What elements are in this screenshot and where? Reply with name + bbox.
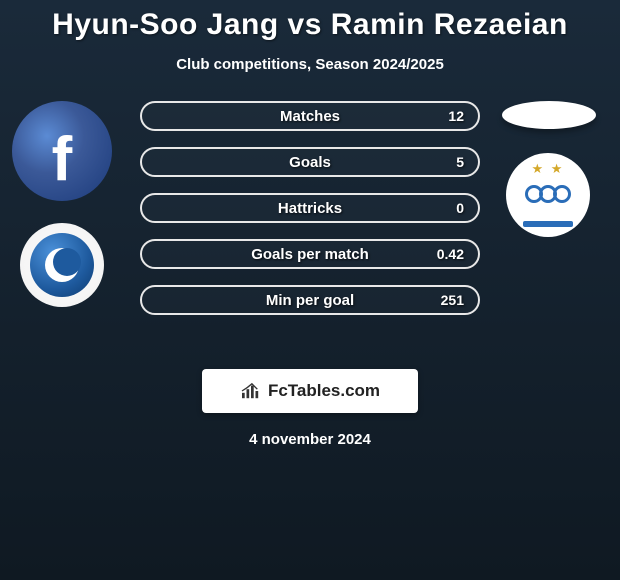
left-player-column: f <box>12 101 122 307</box>
right-player-avatar <box>502 101 596 129</box>
left-player-avatar: f <box>12 101 112 201</box>
brand-text: FcTables.com <box>268 381 380 401</box>
stars-icon: ★ ★ <box>532 161 565 177</box>
rings-icon <box>527 185 569 203</box>
crescent-icon <box>45 248 79 282</box>
right-player-column: ★ ★ <box>498 101 608 237</box>
right-club-badge: ★ ★ <box>506 153 590 237</box>
stat-value: 5 <box>456 154 464 170</box>
stat-label: Min per goal <box>266 292 354 309</box>
stat-value: 12 <box>448 108 464 124</box>
stat-label: Matches <box>280 108 340 125</box>
hilal-crest-icon <box>30 233 94 297</box>
stat-row-mpg: Min per goal 251 <box>140 285 480 315</box>
stat-row-gpm: Goals per match 0.42 <box>140 239 480 269</box>
stat-row-goals: Goals 5 <box>140 147 480 177</box>
stat-label: Goals per match <box>251 246 369 263</box>
stat-row-matches: Matches 12 <box>140 101 480 131</box>
brand-logo-box[interactable]: FcTables.com <box>202 369 418 413</box>
chart-icon <box>240 382 262 400</box>
stat-bars-container: Matches 12 Goals 5 Hattricks 0 Goals per… <box>140 101 480 331</box>
stat-value: 251 <box>441 292 464 308</box>
facebook-icon: f <box>52 124 73 195</box>
comparison-title: Hyun-Soo Jang vs Ramin Rezaeian <box>0 0 620 42</box>
comparison-content: f Matches 12 Goals 5 Hattricks 0 Goals p… <box>0 101 620 361</box>
stat-value: 0.42 <box>437 246 464 262</box>
season-subtitle: Club competitions, Season 2024/2025 <box>0 56 620 73</box>
stat-label: Hattricks <box>278 200 342 217</box>
left-club-badge <box>20 223 104 307</box>
club-text-bar <box>523 221 573 227</box>
snapshot-date: 4 november 2024 <box>0 431 620 448</box>
stat-value: 0 <box>456 200 464 216</box>
stat-row-hattricks: Hattricks 0 <box>140 193 480 223</box>
stat-label: Goals <box>289 154 331 171</box>
